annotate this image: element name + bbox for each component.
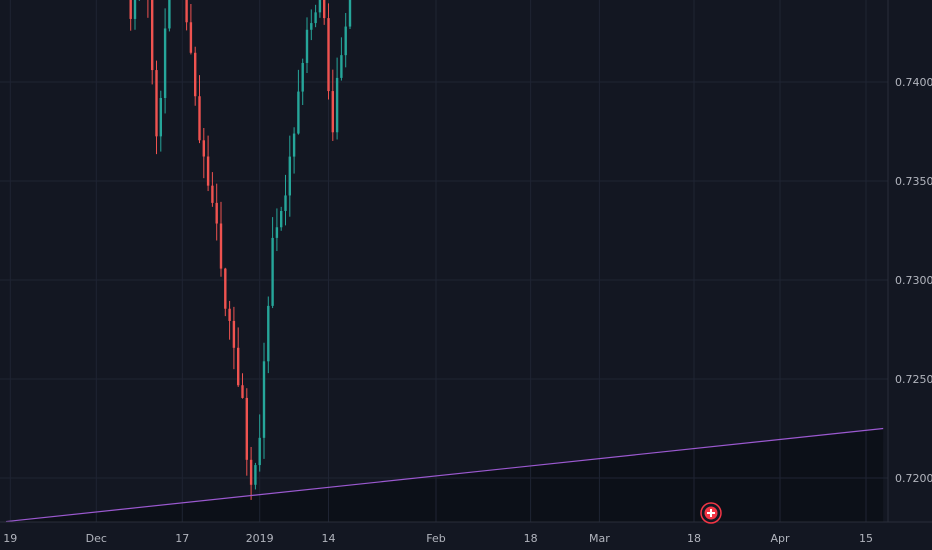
candle-body: [280, 211, 283, 228]
time-tick-label: 2019: [246, 532, 274, 545]
candle-body: [215, 202, 218, 224]
candle-body: [159, 98, 162, 137]
candle-body: [258, 437, 261, 466]
candle-body: [323, 0, 326, 19]
candle-body: [168, 0, 171, 29]
candle-body: [267, 305, 270, 362]
time-tick-label: 18: [524, 532, 538, 545]
candle-body: [305, 29, 309, 63]
lower-trendline[interactable]: [5, 427, 884, 523]
time-tick-label: Dec: [86, 532, 107, 545]
candle-body: [314, 12, 317, 24]
event-flag-icon-mark-h: [707, 512, 715, 514]
time-tick-label: Mar: [589, 532, 610, 545]
candle-body: [232, 320, 236, 348]
time-tick-label: Apr: [770, 532, 790, 545]
candle-body: [292, 133, 296, 157]
candle-body: [245, 397, 248, 460]
candle-body: [335, 77, 339, 133]
candle-body: [271, 237, 274, 306]
price-tick-label: 0.72000: [895, 472, 932, 485]
candle-body: [249, 459, 253, 485]
candle-body: [318, 0, 322, 13]
candle-body: [340, 55, 343, 78]
candle-body: [344, 26, 347, 56]
candle-body: [219, 223, 223, 269]
candle-body: [155, 70, 158, 137]
candle-body: [301, 62, 304, 92]
candle-body: [331, 91, 334, 133]
candle-body: [185, 0, 188, 23]
candle-body: [189, 22, 193, 53]
candle-body: [254, 465, 257, 485]
candle-body: [262, 361, 266, 438]
candle-body: [297, 91, 300, 134]
candle-body: [310, 23, 313, 30]
time-tick-label: Feb: [426, 532, 445, 545]
event-flag-icon[interactable]: [700, 502, 722, 524]
time-tick-label: 15: [859, 532, 873, 545]
time-tick-label: 19: [3, 532, 17, 545]
candle-body: [228, 308, 231, 321]
time-axis-panel: [0, 522, 932, 550]
candle-body: [211, 185, 214, 203]
candle-body: [327, 18, 330, 92]
candle-body: [151, 0, 154, 71]
candle-body: [133, 0, 137, 19]
candle-body: [237, 347, 240, 386]
candle-body: [202, 140, 205, 157]
candle-body: [275, 227, 279, 238]
time-tick-label: 17: [175, 532, 189, 545]
candle-body: [198, 96, 201, 141]
candle-body: [348, 0, 352, 27]
candle-body: [241, 385, 244, 398]
time-tick-label: 18: [687, 532, 701, 545]
candle-body: [163, 28, 167, 99]
candle-body: [129, 0, 132, 19]
candle-body: [224, 268, 227, 309]
time-tick-label: 14: [322, 532, 336, 545]
price-axis-panel: [888, 0, 932, 550]
candle-body: [194, 52, 197, 97]
candle-body: [206, 156, 210, 186]
candle-body: [288, 156, 291, 196]
candle-body: [284, 195, 287, 212]
